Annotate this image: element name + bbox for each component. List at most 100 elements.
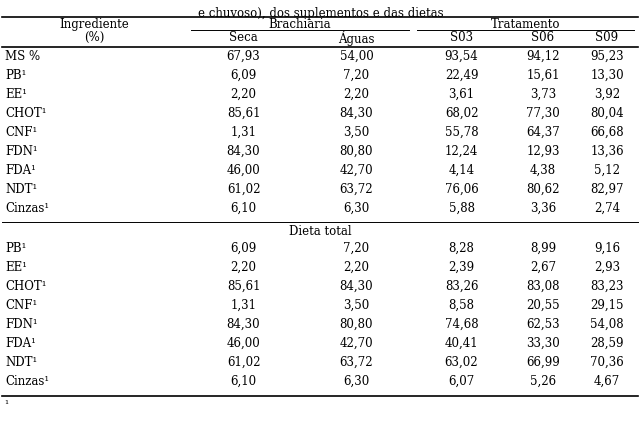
Text: 83,23: 83,23: [590, 280, 624, 293]
Text: 70,36: 70,36: [590, 356, 624, 369]
Text: 5,26: 5,26: [530, 375, 556, 388]
Text: CHOT¹: CHOT¹: [5, 107, 47, 120]
Text: 8,58: 8,58: [449, 299, 474, 312]
Text: 2,93: 2,93: [594, 261, 620, 274]
Text: 33,30: 33,30: [526, 337, 560, 350]
Text: Brachiaria: Brachiaria: [269, 18, 331, 31]
Text: 6,30: 6,30: [344, 202, 370, 215]
Text: 40,41: 40,41: [445, 337, 478, 350]
Text: 77,30: 77,30: [526, 107, 560, 120]
Text: CHOT¹: CHOT¹: [5, 280, 47, 293]
Text: 74,68: 74,68: [445, 318, 478, 331]
Text: 83,08: 83,08: [526, 280, 560, 293]
Text: 95,23: 95,23: [590, 50, 624, 63]
Text: 5,12: 5,12: [594, 164, 620, 177]
Text: 68,02: 68,02: [445, 107, 478, 120]
Text: 2,67: 2,67: [530, 261, 556, 274]
Text: 66,68: 66,68: [590, 126, 624, 139]
Text: 84,30: 84,30: [340, 107, 373, 120]
Text: 93,54: 93,54: [445, 50, 478, 63]
Text: 63,02: 63,02: [445, 356, 478, 369]
Text: 13,30: 13,30: [590, 69, 624, 82]
Text: 1,31: 1,31: [231, 299, 256, 312]
Text: 28,59: 28,59: [590, 337, 624, 350]
Text: 80,80: 80,80: [340, 318, 373, 331]
Text: 8,28: 8,28: [449, 242, 474, 255]
Text: FDN¹: FDN¹: [5, 145, 38, 158]
Text: 80,62: 80,62: [526, 183, 560, 196]
Text: 8,99: 8,99: [530, 242, 556, 255]
Text: e chuvoso), dos suplementos e das dietas: e chuvoso), dos suplementos e das dietas: [197, 7, 444, 20]
Text: 64,37: 64,37: [526, 126, 560, 139]
Text: 82,97: 82,97: [590, 183, 624, 196]
Text: (%): (%): [85, 31, 104, 44]
Text: 46,00: 46,00: [227, 337, 260, 350]
Text: 42,70: 42,70: [340, 337, 373, 350]
Text: 4,14: 4,14: [449, 164, 474, 177]
Text: 12,24: 12,24: [445, 145, 478, 158]
Text: MS %: MS %: [5, 50, 40, 63]
Text: 83,26: 83,26: [445, 280, 478, 293]
Text: CNF¹: CNF¹: [5, 126, 37, 139]
Text: 84,30: 84,30: [227, 145, 260, 158]
Text: 3,50: 3,50: [344, 126, 370, 139]
Text: 3,50: 3,50: [344, 299, 370, 312]
Text: 6,10: 6,10: [230, 375, 256, 388]
Text: Tratamento: Tratamento: [491, 18, 560, 31]
Text: 13,36: 13,36: [590, 145, 624, 158]
Text: 62,53: 62,53: [526, 318, 560, 331]
Text: 2,20: 2,20: [231, 88, 256, 101]
Text: EE¹: EE¹: [5, 88, 27, 101]
Text: 4,67: 4,67: [594, 375, 620, 388]
Text: 6,30: 6,30: [344, 375, 370, 388]
Text: 80,04: 80,04: [590, 107, 624, 120]
Text: Ingrediente: Ingrediente: [60, 18, 129, 31]
Text: 5,88: 5,88: [449, 202, 474, 215]
Text: 63,72: 63,72: [340, 183, 373, 196]
Text: S03: S03: [450, 31, 473, 44]
Text: 80,80: 80,80: [340, 145, 373, 158]
Text: Seca: Seca: [229, 31, 258, 44]
Text: 2,74: 2,74: [594, 202, 620, 215]
Text: 2,20: 2,20: [231, 261, 256, 274]
Text: 61,02: 61,02: [227, 356, 260, 369]
Text: 7,20: 7,20: [344, 69, 370, 82]
Text: 6,09: 6,09: [230, 242, 256, 255]
Text: 3,36: 3,36: [530, 202, 556, 215]
Text: 3,92: 3,92: [594, 88, 620, 101]
Text: 85,61: 85,61: [227, 280, 260, 293]
Text: 3,73: 3,73: [530, 88, 556, 101]
Text: 54,00: 54,00: [340, 50, 373, 63]
Text: 29,15: 29,15: [590, 299, 624, 312]
Text: 84,30: 84,30: [340, 280, 373, 293]
Text: CNF¹: CNF¹: [5, 299, 37, 312]
Text: 61,02: 61,02: [227, 183, 260, 196]
Text: 2,39: 2,39: [449, 261, 474, 274]
Text: 6,07: 6,07: [448, 375, 474, 388]
Text: 2,20: 2,20: [344, 261, 369, 274]
Text: 7,20: 7,20: [344, 242, 370, 255]
Text: 9,16: 9,16: [594, 242, 620, 255]
Text: 12,93: 12,93: [526, 145, 560, 158]
Text: NDT¹: NDT¹: [5, 356, 37, 369]
Text: 42,70: 42,70: [340, 164, 373, 177]
Text: 63,72: 63,72: [340, 356, 373, 369]
Text: FDA¹: FDA¹: [5, 164, 36, 177]
Text: PB¹: PB¹: [5, 242, 26, 255]
Text: EE¹: EE¹: [5, 261, 27, 274]
Text: Dieta total: Dieta total: [289, 225, 352, 238]
Text: 6,09: 6,09: [230, 69, 256, 82]
Text: Cinzas¹: Cinzas¹: [5, 202, 49, 215]
Text: S09: S09: [595, 31, 619, 44]
Text: Cinzas¹: Cinzas¹: [5, 375, 49, 388]
Text: 3,61: 3,61: [449, 88, 474, 101]
Text: Águas: Águas: [338, 31, 375, 46]
Text: S06: S06: [531, 31, 554, 44]
Text: FDA¹: FDA¹: [5, 337, 36, 350]
Text: 46,00: 46,00: [227, 164, 260, 177]
Text: 2,20: 2,20: [344, 88, 369, 101]
Text: 66,99: 66,99: [526, 356, 560, 369]
Text: 67,93: 67,93: [227, 50, 260, 63]
Text: 15,61: 15,61: [526, 69, 560, 82]
Text: 22,49: 22,49: [445, 69, 478, 82]
